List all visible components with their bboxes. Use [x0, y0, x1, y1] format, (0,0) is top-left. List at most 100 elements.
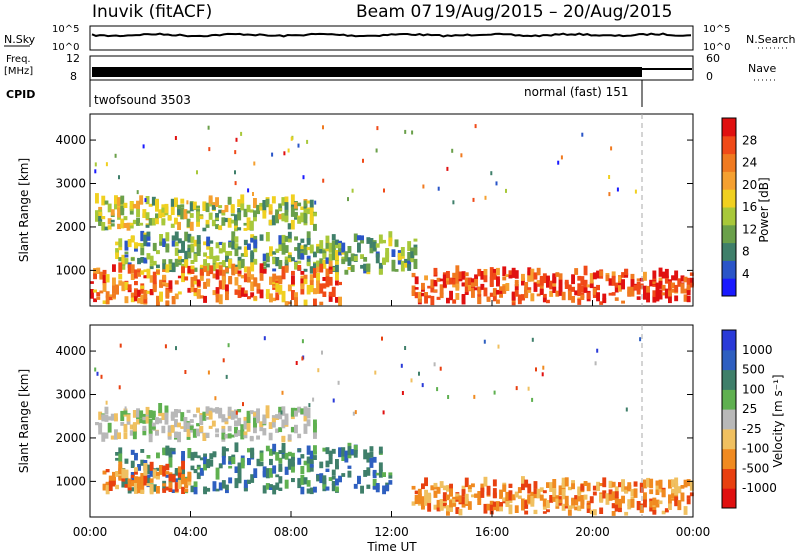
heatmap-cell — [142, 209, 147, 218]
heatmap-cell — [118, 246, 123, 251]
heatmap-cell — [190, 260, 195, 264]
heatmap-cell — [325, 257, 330, 264]
heatmap-cell — [146, 242, 151, 247]
heatmap-cell — [151, 410, 156, 416]
heatmap-cell — [247, 270, 251, 274]
heatmap-cell — [117, 207, 121, 218]
heatmap-cell — [674, 477, 679, 487]
heatmap-cell — [530, 293, 535, 302]
heatmap-cell — [502, 266, 507, 276]
heatmap-cell — [611, 493, 616, 501]
heatmap-cell — [508, 490, 513, 501]
heatmap-cell — [433, 482, 438, 488]
heatmap-cell — [474, 493, 478, 498]
heatmap-cell — [246, 410, 251, 420]
heatmap-cell — [203, 453, 207, 457]
heatmap-cell — [322, 248, 327, 259]
heatmap-cell — [278, 487, 283, 491]
heatmap-cell — [123, 423, 128, 433]
heatmap-cell — [374, 370, 377, 375]
heatmap-cell — [102, 283, 107, 292]
heatmap-cell — [400, 260, 405, 269]
heatmap-cell — [247, 188, 250, 193]
heatmap-cell — [363, 268, 368, 274]
heatmap-cell — [114, 153, 117, 158]
heatmap-cell — [234, 466, 239, 473]
heatmap-cell — [140, 294, 145, 301]
heatmap-cell — [281, 419, 286, 429]
heatmap-cell — [605, 274, 610, 282]
heatmap-cell — [234, 482, 239, 489]
heatmap-cell — [483, 476, 488, 487]
heatmap-cell — [410, 256, 415, 263]
heatmap-cell — [427, 295, 432, 299]
heatmap-cell — [385, 484, 390, 492]
heatmap-cell — [269, 484, 273, 488]
heatmap-cell — [313, 288, 317, 295]
heatmap-cell — [130, 264, 135, 274]
heatmap-cell — [167, 217, 172, 221]
heatmap-cell — [143, 463, 148, 472]
heatmap-cell — [186, 422, 191, 431]
heatmap-cell — [177, 275, 182, 279]
heatmap-cell — [436, 499, 441, 509]
heatmap-cell — [331, 448, 336, 454]
heatmap-cell — [143, 275, 148, 279]
heatmap-cell — [161, 412, 166, 420]
heatmap-cell — [508, 270, 513, 275]
heatmap-cell — [234, 220, 238, 227]
heatmap-cell — [643, 271, 647, 281]
heatmap-cell — [347, 257, 352, 266]
heatmap-cell — [372, 485, 377, 490]
heatmap-cell — [624, 268, 629, 276]
heatmap-cell — [130, 449, 135, 455]
heatmap-cell — [287, 301, 292, 305]
heatmap-cell — [574, 290, 579, 296]
heatmap-cell — [215, 474, 220, 480]
heatmap-cell — [187, 249, 192, 259]
y-tick-label: 1000 — [55, 263, 86, 277]
heatmap-cell — [306, 209, 311, 215]
heatmap-cell — [164, 405, 169, 415]
heatmap-cell — [208, 212, 213, 220]
heatmap-cell — [451, 148, 454, 153]
heatmap-cell — [309, 266, 314, 274]
heatmap-cell — [143, 297, 148, 304]
heatmap-cell — [168, 482, 173, 489]
heatmap-cell — [287, 223, 292, 230]
heatmap-cell — [165, 289, 170, 299]
heatmap-cell — [193, 239, 198, 247]
heatmap-cell — [159, 280, 163, 288]
heatmap-cell — [252, 192, 254, 196]
heatmap-cell — [301, 339, 304, 344]
heatmap-cell — [527, 386, 530, 391]
heatmap-cell — [184, 250, 189, 261]
heatmap-cell — [357, 475, 361, 485]
heatmap-cell — [605, 493, 610, 501]
heatmap-cell — [278, 203, 283, 212]
heatmap-cell — [231, 240, 236, 250]
heatmap-cell — [316, 246, 320, 254]
heatmap-cell — [107, 416, 112, 421]
heatmap-cell — [634, 189, 637, 194]
heatmap-cell — [123, 223, 128, 228]
heatmap-cell — [171, 447, 176, 455]
heatmap-cell — [353, 233, 358, 242]
nave-tick-top: 60 — [706, 52, 720, 65]
colorbar-tick-label: 8 — [742, 245, 750, 259]
heatmap-cell — [449, 487, 453, 497]
heatmap-cell — [284, 413, 289, 421]
heatmap-cell — [483, 503, 488, 514]
heatmap-cell — [549, 290, 554, 297]
heatmap-cell — [493, 390, 496, 395]
heatmap-cell — [151, 217, 156, 226]
heatmap-cell — [224, 417, 229, 423]
heatmap-cell — [467, 501, 472, 510]
heatmap-cell — [652, 295, 657, 303]
heatmap-cell — [227, 196, 232, 205]
heatmap-cell — [300, 283, 305, 290]
heatmap-cell — [247, 479, 251, 484]
heatmap-cell — [391, 250, 396, 257]
heatmap-cell — [134, 242, 138, 249]
heatmap-cell — [297, 143, 300, 148]
